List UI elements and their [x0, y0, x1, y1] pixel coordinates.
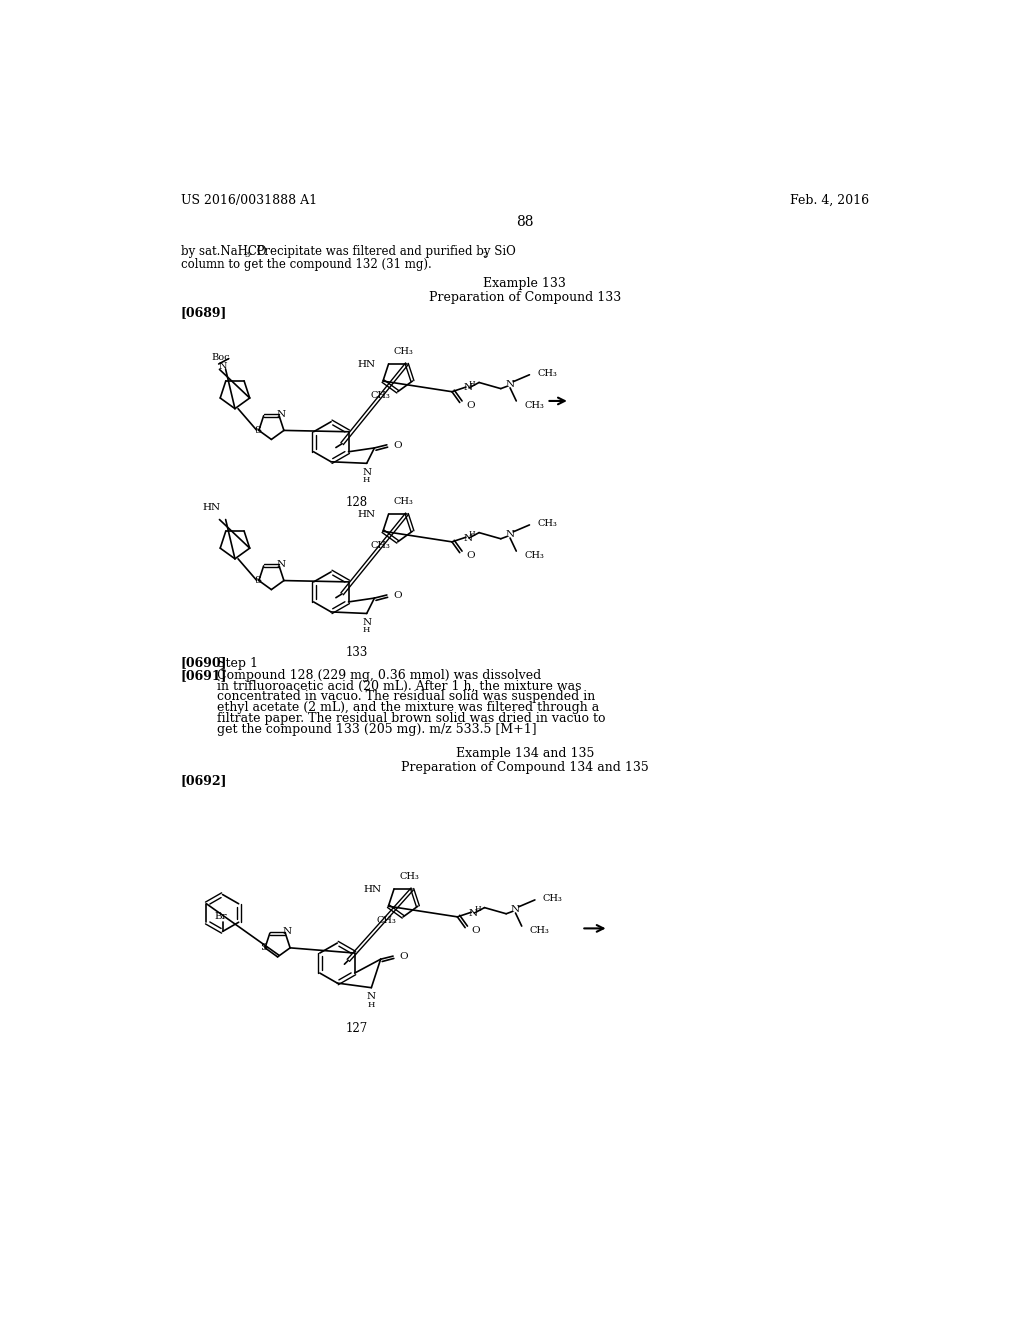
Text: by sat.NaHCO: by sat.NaHCO — [180, 244, 266, 257]
Text: 133: 133 — [345, 647, 368, 659]
Text: 3: 3 — [245, 251, 250, 259]
Text: CH₃: CH₃ — [524, 552, 544, 560]
Text: CH₃: CH₃ — [543, 894, 562, 903]
Text: filtrate paper. The residual brown solid was dried in vacuo to: filtrate paper. The residual brown solid… — [217, 711, 605, 725]
Text: H: H — [364, 477, 371, 484]
Text: 88: 88 — [516, 215, 534, 228]
Text: 2: 2 — [483, 251, 488, 259]
Text: N: N — [283, 927, 292, 936]
Text: O: O — [471, 927, 480, 935]
Text: N: N — [506, 380, 515, 388]
Text: Step 1: Step 1 — [217, 656, 258, 669]
Text: O: O — [393, 591, 401, 601]
Text: ethyl acetate (2 mL), and the mixture was filtered through a: ethyl acetate (2 mL), and the mixture wa… — [217, 701, 599, 714]
Text: HN: HN — [357, 511, 376, 519]
Text: N: N — [218, 362, 226, 371]
Text: [0691]: [0691] — [180, 669, 227, 682]
Text: HN: HN — [364, 886, 381, 895]
Text: O: O — [466, 401, 474, 411]
Text: get the compound 133 (205 mg). m/z 533.5 [M+1]: get the compound 133 (205 mg). m/z 533.5… — [217, 723, 537, 735]
Text: [0690]: [0690] — [180, 656, 227, 669]
Text: in trifluoroacetic acid (20 mL). After 1 h, the mixture was: in trifluoroacetic acid (20 mL). After 1… — [217, 680, 582, 693]
Text: H: H — [469, 531, 475, 539]
Text: 127: 127 — [345, 1022, 368, 1035]
Text: H: H — [469, 380, 475, 388]
Text: CH₃: CH₃ — [394, 347, 414, 356]
Text: column to get the compound 132 (31 mg).: column to get the compound 132 (31 mg). — [180, 257, 431, 271]
Text: Feb. 4, 2016: Feb. 4, 2016 — [790, 194, 869, 207]
Text: S: S — [254, 426, 261, 434]
Text: Example 133: Example 133 — [483, 277, 566, 289]
Text: H: H — [474, 906, 481, 913]
Text: N: N — [362, 618, 372, 627]
Text: CH₃: CH₃ — [529, 927, 549, 935]
Text: CH₃: CH₃ — [524, 401, 544, 411]
Text: . Precipitate was filtered and purified by SiO: . Precipitate was filtered and purified … — [249, 244, 516, 257]
Text: N: N — [276, 560, 286, 569]
Text: N: N — [511, 904, 520, 913]
Text: [0692]: [0692] — [180, 774, 227, 787]
Text: O: O — [466, 552, 474, 560]
Text: HN: HN — [357, 360, 376, 370]
Text: Compound 128 (229 mg, 0.36 mmol) was dissolved: Compound 128 (229 mg, 0.36 mmol) was dis… — [217, 669, 542, 682]
Text: N: N — [464, 533, 473, 543]
Text: S: S — [260, 944, 267, 952]
Text: US 2016/0031888 A1: US 2016/0031888 A1 — [180, 194, 316, 207]
Text: N: N — [464, 383, 473, 392]
Text: O: O — [393, 441, 401, 450]
Text: Preparation of Compound 133: Preparation of Compound 133 — [429, 290, 621, 304]
Text: CH₃: CH₃ — [399, 873, 419, 882]
Text: CH₃: CH₃ — [371, 391, 390, 400]
Text: CH₃: CH₃ — [538, 368, 557, 378]
Text: Preparation of Compound 134 and 135: Preparation of Compound 134 and 135 — [401, 760, 648, 774]
Text: CH₃: CH₃ — [538, 519, 557, 528]
Text: N: N — [367, 993, 376, 1002]
Text: N: N — [506, 529, 515, 539]
Text: O: O — [399, 953, 408, 961]
Text: H: H — [364, 627, 371, 635]
Text: S: S — [254, 576, 261, 585]
Text: HN: HN — [203, 503, 220, 512]
Text: CH₃: CH₃ — [371, 541, 390, 550]
Text: N: N — [362, 469, 372, 477]
Text: Example 134 and 135: Example 134 and 135 — [456, 747, 594, 760]
Text: CH₃: CH₃ — [394, 498, 414, 507]
Text: H: H — [368, 1001, 375, 1008]
Text: Boc: Boc — [212, 352, 230, 362]
Text: N: N — [469, 908, 478, 917]
Text: concentrated in vacuo. The residual solid was suspended in: concentrated in vacuo. The residual soli… — [217, 690, 595, 704]
Text: 128: 128 — [345, 496, 368, 510]
Text: [0689]: [0689] — [180, 306, 227, 319]
Text: Br: Br — [215, 912, 227, 920]
Text: N: N — [276, 409, 286, 418]
Text: CH₃: CH₃ — [376, 916, 396, 925]
